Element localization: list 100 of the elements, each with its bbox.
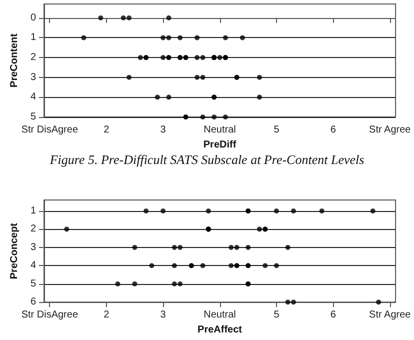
point	[64, 226, 70, 232]
point	[212, 94, 217, 100]
point	[234, 244, 240, 250]
point	[274, 263, 279, 268]
x-tick-label: 6	[330, 310, 336, 321]
point	[246, 208, 251, 214]
point	[200, 74, 206, 80]
point	[274, 208, 279, 214]
point	[222, 55, 228, 60]
point	[178, 55, 183, 60]
point	[144, 208, 149, 214]
x-tick-label: 2	[104, 124, 110, 136]
point	[188, 263, 194, 268]
point	[200, 55, 206, 60]
point	[194, 74, 200, 80]
point	[98, 15, 104, 20]
x-tick-label: Str DisAgree	[21, 124, 78, 136]
y-tick-label: 1	[30, 205, 36, 216]
point	[376, 300, 382, 305]
y-axis-title: PreContent	[9, 32, 20, 88]
point	[154, 94, 160, 100]
x-tick-label: 5	[274, 124, 280, 136]
point	[160, 55, 166, 60]
point	[217, 55, 222, 60]
point	[256, 226, 262, 232]
point	[262, 263, 268, 268]
x-tick-label: Neutral	[204, 124, 236, 136]
point	[206, 208, 211, 214]
y-tick-label: 2	[30, 224, 36, 235]
y-tick-label: 3	[30, 72, 36, 83]
x-tick-label: 3	[160, 124, 166, 136]
y-tick-label: 0	[30, 12, 36, 24]
point	[285, 300, 290, 305]
point	[200, 263, 206, 268]
point	[290, 208, 296, 214]
y-tick-label: 6	[30, 296, 36, 308]
point	[172, 244, 177, 250]
x-tick-label: Neutral	[204, 310, 236, 321]
point	[228, 263, 234, 268]
point	[166, 94, 172, 100]
x-tick-label: 3	[160, 310, 166, 321]
point	[240, 35, 245, 40]
point	[178, 244, 183, 250]
point	[149, 263, 154, 268]
point	[285, 244, 290, 250]
point	[256, 74, 262, 80]
point	[183, 114, 188, 120]
point	[132, 281, 138, 286]
point	[262, 226, 268, 232]
x-tick-label: 2	[104, 310, 110, 321]
point	[120, 15, 126, 20]
point	[234, 263, 240, 268]
point	[126, 15, 132, 20]
x-axis-title: PreAffect	[198, 324, 243, 336]
point	[234, 74, 240, 80]
y-axis-title: PreConcept	[9, 222, 20, 280]
x-tick-label: Str DisAgree	[21, 310, 78, 321]
point	[222, 114, 228, 120]
point	[166, 55, 172, 60]
point	[178, 281, 183, 286]
y-tick-label: 2	[30, 52, 36, 64]
point	[178, 35, 183, 40]
point	[222, 35, 228, 40]
point	[160, 35, 166, 40]
point	[200, 114, 206, 120]
point	[160, 208, 166, 214]
point	[115, 281, 120, 286]
point	[172, 281, 177, 286]
point	[290, 300, 296, 305]
point	[246, 244, 251, 250]
point	[194, 35, 200, 40]
x-axis-title: PreDiff	[203, 139, 237, 150]
point	[256, 94, 262, 100]
y-tick-label: 4	[30, 260, 36, 272]
point	[228, 244, 234, 250]
point	[166, 15, 172, 20]
y-tick-label: 5	[30, 112, 36, 122]
point	[194, 55, 200, 60]
y-tick-label: 4	[30, 92, 36, 103]
point	[206, 226, 211, 232]
y-tick-label: 3	[30, 242, 36, 253]
point	[246, 263, 251, 268]
point	[132, 244, 138, 250]
y-tick-label: 5	[30, 278, 36, 290]
point	[172, 263, 177, 268]
point	[183, 55, 188, 60]
x-tick-label: Str Agree	[369, 310, 412, 321]
point	[166, 35, 172, 40]
point	[144, 55, 149, 60]
point	[81, 35, 86, 40]
point	[246, 281, 251, 286]
point	[212, 114, 217, 120]
x-tick-label: 5	[274, 310, 280, 321]
x-tick-label: 6	[330, 124, 336, 136]
point	[319, 208, 324, 214]
point	[138, 55, 143, 60]
y-tick-label: 1	[30, 32, 36, 44]
point	[126, 74, 132, 80]
point	[212, 55, 217, 60]
caption: Figure 5. Pre-Difficult SATS Subscale at Pre-Content Levels	[48, 152, 364, 167]
